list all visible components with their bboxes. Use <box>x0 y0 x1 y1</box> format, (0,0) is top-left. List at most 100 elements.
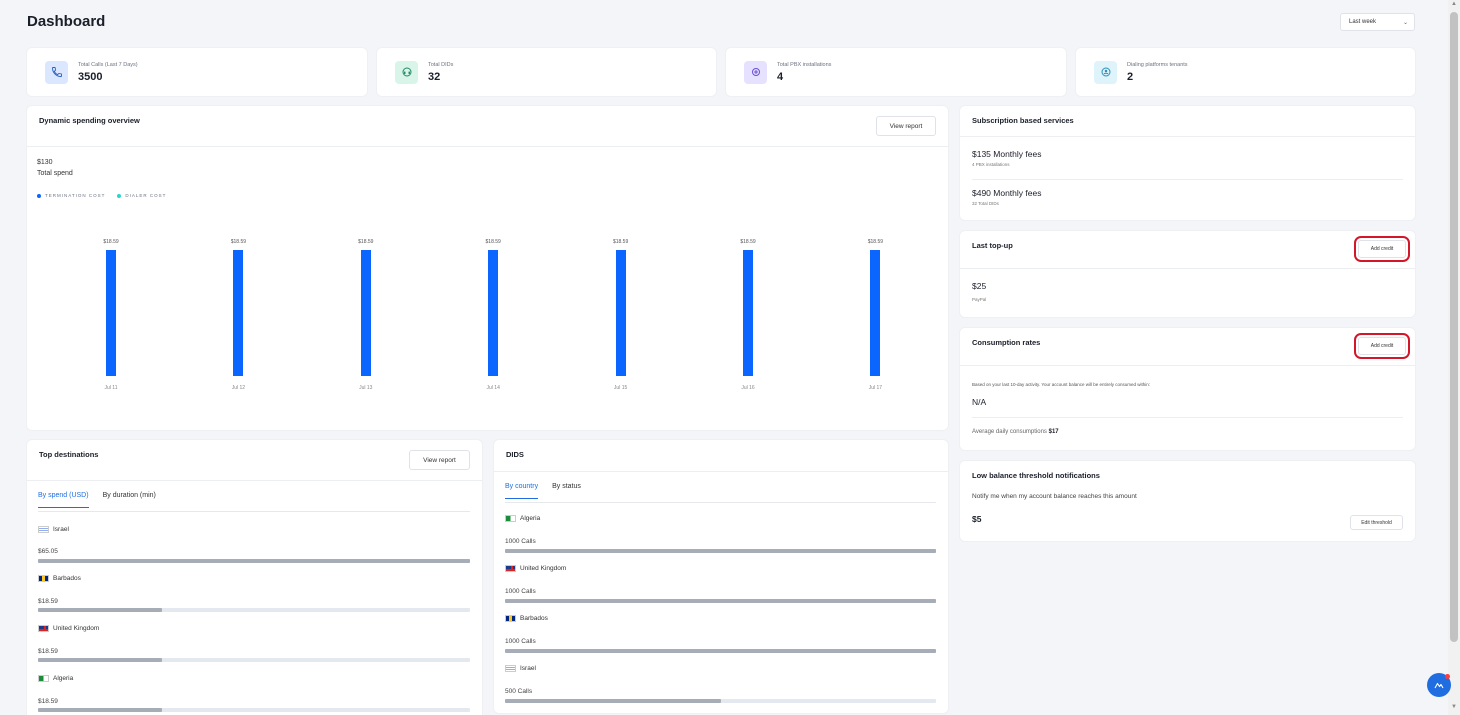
subscription-title: Subscription based services <box>972 116 1074 125</box>
country-label: Barbados <box>53 575 81 582</box>
progress-fill <box>505 599 936 603</box>
bar-data-label: $18.59 <box>230 239 247 245</box>
chart-bar <box>106 250 116 376</box>
chart-bar <box>743 250 753 376</box>
divider <box>38 511 470 512</box>
spending-overview-card: Dynamic spending overview View report $1… <box>27 106 948 430</box>
phone-icon <box>45 60 68 84</box>
consumption-value: N/A <box>972 397 987 407</box>
x-tick-label: Jul 16 <box>741 385 755 391</box>
avg-consumption-label: Average daily consumptions <box>972 429 1047 435</box>
divider <box>972 179 1403 180</box>
progress-fill <box>38 658 162 662</box>
add-credit-button[interactable]: Add credit <box>1354 236 1410 262</box>
topup-amount: $25 <box>972 281 987 291</box>
x-tick-label: Jul 12 <box>231 385 246 391</box>
add-credit-button[interactable]: Add credit <box>1354 333 1410 359</box>
bar-data-label: $18.59 <box>103 239 119 245</box>
avg-consumption-row: Average daily consumptions $17 <box>972 429 1059 435</box>
low-balance-card: Low balance threshold notifications Noti… <box>960 461 1415 541</box>
country-label: Israel <box>520 665 536 672</box>
tab-by-spend[interactable]: By spend (USD) <box>38 492 89 508</box>
stat-value: 4 <box>777 70 784 83</box>
period-select[interactable]: Last week ⌄ <box>1340 13 1415 31</box>
help-chat-button[interactable] <box>1427 673 1451 697</box>
period-select-value: Last week <box>1349 19 1377 25</box>
flag-algeria-icon <box>505 515 516 522</box>
progress-bar <box>505 549 936 553</box>
chart-bar <box>488 250 499 376</box>
row-value: $18.59 <box>38 698 58 705</box>
country-label: United Kingdom <box>53 625 100 632</box>
headset-icon <box>395 60 418 84</box>
x-tick-label: Jul 15 <box>613 385 628 391</box>
legend-label: TERMINATION COST <box>45 193 106 198</box>
stat-value: 2 <box>1127 70 1134 83</box>
consumption-card: Consumption rates Add credit Based on yo… <box>960 328 1415 450</box>
stat-value: 3500 <box>78 70 103 83</box>
stat-card-tenants: Dialing platforms tenants 2 <box>1076 48 1415 96</box>
tab-by-duration[interactable]: By duration (min) <box>102 492 156 499</box>
row-value: $18.59 <box>38 598 58 605</box>
consumption-title: Consumption rates <box>972 338 1041 347</box>
chart-legend: TERMINATION COST DIALER COST <box>37 193 166 198</box>
tab-by-status[interactable]: By status <box>552 483 581 490</box>
divider <box>27 480 482 481</box>
divider <box>494 471 948 472</box>
flag-israel-icon <box>38 526 49 533</box>
list-item-country: Barbados <box>38 575 81 582</box>
country-label: United Kingdom <box>520 565 567 572</box>
stat-card-pbx: Total PBX installations 4 <box>726 48 1066 96</box>
stat-label: Total PBX installations <box>777 61 832 68</box>
scroll-down-icon[interactable]: ▼ <box>1451 704 1457 710</box>
scroll-up-icon[interactable]: ▲ <box>1451 1 1457 7</box>
divider <box>27 146 948 147</box>
view-report-button[interactable]: View report <box>876 116 936 136</box>
progress-bar <box>505 649 936 653</box>
total-spend-label: Total spend <box>37 170 73 177</box>
divider <box>960 365 1415 366</box>
row-value: $18.59 <box>38 648 58 655</box>
total-spend-value: $130 <box>37 159 53 166</box>
flag-algeria-icon <box>38 675 49 682</box>
legend-dot-icon <box>117 193 122 198</box>
chart-bar <box>360 250 371 376</box>
flag-barbados-icon <box>38 575 49 582</box>
low-balance-desc: Notify me when my account balance reache… <box>972 493 1137 500</box>
list-item-country: Barbados <box>505 615 548 622</box>
pbx-icon <box>744 60 767 84</box>
stat-label: Total Calls (Last 7 Days) <box>78 61 138 68</box>
chart-bar <box>615 250 626 376</box>
x-tick-label: Jul 17 <box>868 385 883 391</box>
tab-by-country[interactable]: By country <box>505 483 539 499</box>
stat-card-total-dids: Total DIDs 32 <box>377 48 716 96</box>
chart-bar <box>870 250 881 376</box>
list-item-country: United Kingdom <box>505 565 566 572</box>
page-title: Dashboard <box>27 13 106 30</box>
list-item-country: Algeria <box>505 515 540 522</box>
notification-badge <box>1445 674 1450 679</box>
divider <box>960 268 1415 269</box>
stat-label: Total DIDs <box>428 61 454 68</box>
bar-chart: $18.59 Jul 11 $18.59 Jul 12 $18.59 Jul 13 $18.… <box>27 106 948 430</box>
topup-method: PayPal <box>972 297 987 302</box>
destinations-tabs: By spend (USD) By duration (min) <box>38 492 156 508</box>
chart-bar <box>233 250 244 376</box>
view-report-button[interactable]: View report <box>409 450 470 470</box>
country-label: Algeria <box>520 515 541 522</box>
list-item-country: Israel <box>505 665 536 672</box>
scrollbar-thumb[interactable] <box>1450 12 1458 642</box>
consumption-note: Based on your last 10-day activity. Your… <box>972 382 1151 387</box>
bar-data-label: $18.59 <box>485 239 501 245</box>
flag-israel-icon <box>505 665 516 672</box>
chevron-down-icon: ⌄ <box>1402 19 1408 26</box>
legend-item-termination: TERMINATION COST <box>37 193 105 198</box>
divider <box>972 417 1403 418</box>
legend-label: DIALER COST <box>125 193 167 198</box>
edit-threshold-button[interactable]: Edit threshold <box>1350 515 1403 530</box>
row-value: 1000 Calls <box>505 588 536 595</box>
progress-fill <box>505 649 936 653</box>
topup-title: Last top-up <box>972 241 1013 250</box>
flag-uk-icon <box>505 565 516 572</box>
flag-barbados-icon <box>505 615 516 622</box>
